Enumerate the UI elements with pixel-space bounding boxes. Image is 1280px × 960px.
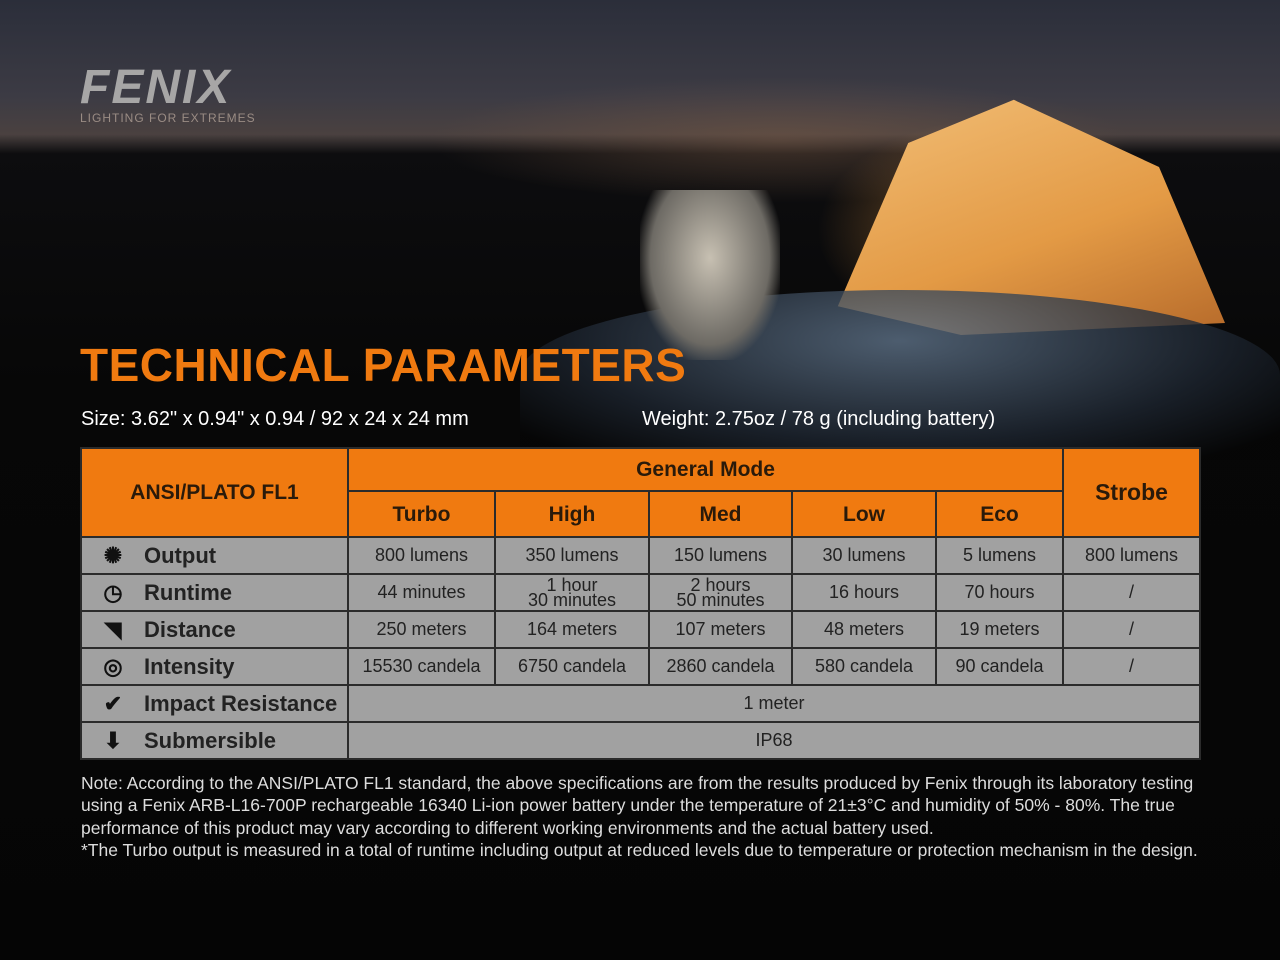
mode-header-low: Low xyxy=(791,490,937,538)
value-cell: 90 candela xyxy=(934,647,1065,686)
value-cell: 800 lumens xyxy=(347,536,496,575)
value-cell: 19 meters xyxy=(934,610,1065,649)
value-cell: 150 lumens xyxy=(648,536,793,575)
value-cell: 350 lumens xyxy=(494,536,650,575)
value-cell: 2860 candela xyxy=(648,647,793,686)
row-label: ◥ Distance xyxy=(80,610,349,649)
value-cell: 16 hours xyxy=(791,573,937,612)
row-label-text: Intensity xyxy=(144,654,235,679)
output-icon: ✺ xyxy=(103,543,123,568)
value-cell: / xyxy=(1062,647,1202,686)
impact-icon: ✔ xyxy=(103,691,123,716)
submersible-icon: ⬇ xyxy=(103,728,123,753)
table-row: ⬇ Submersible IP68 xyxy=(80,721,1202,760)
turbo-note: *The Turbo output is measured in a total… xyxy=(81,839,1198,860)
logo-name: FENIX xyxy=(80,61,232,114)
table-row: ◎ Intensity 15530 candela 6750 candela 2860 … xyxy=(80,647,1202,686)
value-cell: 1 meter xyxy=(346,684,1202,723)
value-cell: 800 lumens xyxy=(1062,536,1202,575)
corner-header: ANSI/PLATO FL1 xyxy=(80,447,349,538)
row-label: ⬇ Submersible xyxy=(80,721,349,760)
row-label: ◎ Intensity xyxy=(80,647,349,686)
logo-tagline: LIGHTING FOR EXTREMES xyxy=(80,111,256,125)
value-cell: 70 hours xyxy=(934,573,1065,612)
row-label-text: Distance xyxy=(144,617,236,642)
table-row: ◷ Runtime 44 minutes 1 hour 30 minutes 2 hou… xyxy=(80,573,1202,612)
table-row: ◥ Distance 250 meters 164 meters 107 meters 4… xyxy=(80,610,1202,649)
row-label: ✔ Impact Resistance xyxy=(80,684,349,723)
clock-icon: ◷ xyxy=(103,580,123,605)
spec-table: ANSI/PLATO FL1 General Mode Strobe Turbo… xyxy=(80,447,1202,760)
distance-icon: ◥ xyxy=(104,617,122,642)
value-cell: 44 minutes xyxy=(347,573,496,612)
row-label: ✺ Output xyxy=(80,536,349,575)
value-cell: 5 lumens xyxy=(934,536,1065,575)
footnote: Note: According to the ANSI/PLATO FL1 st… xyxy=(81,772,1206,861)
row-label-text: Runtime xyxy=(144,580,232,605)
value-cell: 15530 candela xyxy=(347,647,496,686)
table-row: ✔ Impact Resistance 1 meter xyxy=(80,684,1202,723)
value-cell: 580 candela xyxy=(791,647,937,686)
mode-header-med: Med xyxy=(648,490,793,538)
strobe-header: Strobe xyxy=(1062,447,1202,538)
size-spec: Size: 3.62" x 0.94" x 0.94 / 92 x 24 x 2… xyxy=(81,408,469,430)
value-cell: / xyxy=(1062,610,1202,649)
weight-spec: Weight: 2.75oz / 78 g (including battery… xyxy=(642,408,996,430)
row-label-text: Submersible xyxy=(144,728,277,753)
general-mode-header: General Mode xyxy=(346,447,1065,492)
value-cell: 107 meters xyxy=(648,610,793,649)
note-text: Note: According to the ANSI/PLATO FL1 st… xyxy=(81,773,1194,838)
value-cell: 48 meters xyxy=(791,610,937,649)
value-cell: 30 lumens xyxy=(791,536,937,575)
target-icon: ◎ xyxy=(103,654,123,679)
page-title: TECHNICAL PARAMETERS xyxy=(80,339,687,391)
row-label-text: Output xyxy=(144,543,217,568)
value-cell: 2 hours 50 minutes xyxy=(648,573,793,612)
row-label: ◷ Runtime xyxy=(80,573,349,612)
camper-image xyxy=(640,190,780,360)
row-label-text: Impact Resistance xyxy=(144,691,338,716)
value-cell: 1 hour 30 minutes xyxy=(494,573,650,612)
value-cell: / xyxy=(1062,573,1202,612)
fenix-logo: FENIX LIGHTING FOR EXTREMES xyxy=(80,60,256,125)
table-row: ✺ Output 800 lumens 350 lumens 150 lumens 30 … xyxy=(80,536,1202,575)
value-cell: IP68 xyxy=(346,721,1202,760)
value-cell: 164 meters xyxy=(494,610,650,649)
mode-header-high: High xyxy=(494,490,650,538)
value-cell: 6750 candela xyxy=(494,647,650,686)
mode-header-turbo: Turbo xyxy=(347,490,496,538)
value-cell: 250 meters xyxy=(347,610,496,649)
mode-header-eco: Eco xyxy=(934,490,1065,538)
